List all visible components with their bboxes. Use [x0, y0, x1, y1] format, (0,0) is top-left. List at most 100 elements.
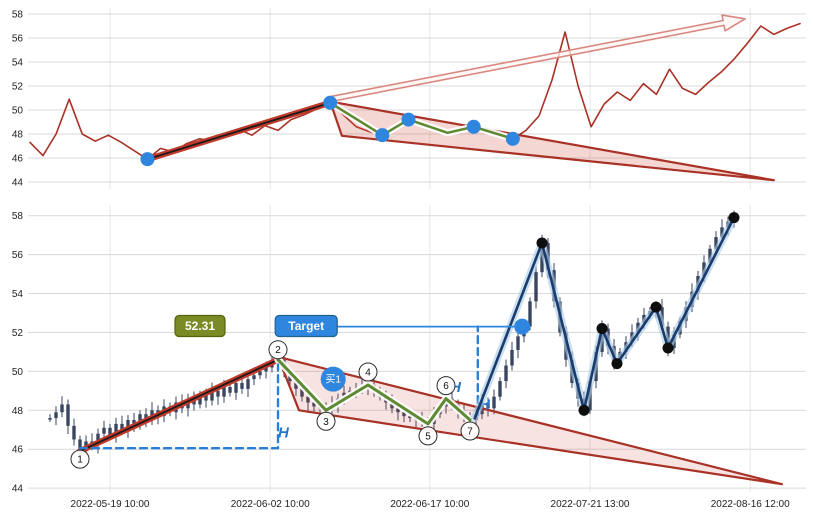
candle-body — [306, 396, 310, 403]
measure-value-box[interactable] — [174, 314, 226, 338]
swing-dot[interactable] — [662, 342, 674, 354]
swing-line — [473, 216, 736, 420]
candle-body — [54, 412, 58, 419]
y-tick-label: 52 — [12, 328, 24, 339]
y-tick-label: 46 — [12, 445, 24, 456]
y-tick-label: 44 — [12, 177, 24, 188]
candle-body — [492, 396, 496, 409]
candle-body — [246, 379, 250, 389]
candle-body — [396, 408, 400, 413]
pivot-dot[interactable] — [466, 119, 481, 134]
candle-body — [534, 272, 538, 302]
swing-dot[interactable] — [650, 301, 662, 313]
candle-body — [78, 439, 82, 452]
y-tick-label: 46 — [12, 153, 24, 164]
candle-body — [312, 402, 316, 407]
measure-value-text: 52.31 — [185, 319, 215, 333]
swing-dot[interactable] — [728, 212, 740, 224]
pivot-dot[interactable] — [140, 152, 155, 167]
candle-body — [72, 425, 76, 440]
target-label-box[interactable] — [274, 314, 338, 338]
pivot-dot[interactable] — [323, 95, 338, 110]
y-tick-label: 48 — [12, 129, 24, 140]
swing-dot[interactable] — [578, 404, 590, 416]
candle-body — [96, 433, 100, 446]
candle-body — [204, 394, 208, 401]
numbered-pivot-text: 1 — [77, 455, 83, 466]
numbered-pivot-7[interactable] — [460, 421, 480, 441]
candle-body — [402, 412, 406, 417]
candle-body — [498, 381, 502, 397]
candle-body — [408, 416, 412, 419]
buy-marker[interactable] — [320, 366, 346, 392]
wedge-pattern — [276, 355, 784, 486]
x-tick-label: 2022-07-21 13:00 — [551, 499, 630, 510]
numbered-pivot-2[interactable] — [268, 340, 288, 360]
x-tick-label: 2022-06-02 10:00 — [231, 499, 310, 510]
y-tick-label: 58 — [12, 211, 24, 222]
target-dot[interactable] — [514, 318, 531, 335]
height-dashed-line — [78, 363, 280, 450]
y-tick-label: 58 — [12, 9, 24, 20]
numbered-pivot-5[interactable] — [418, 426, 438, 446]
x-tick-label: 2022-08-16 12:00 — [711, 499, 790, 510]
candle-body — [66, 404, 70, 426]
overview-panel[interactable]: 58 56 54 52 50 48 46 44 — [12, 8, 806, 190]
candle-body — [300, 388, 304, 397]
candle-body — [510, 349, 514, 366]
y-tick-label: 50 — [12, 105, 24, 116]
candle-body — [240, 383, 244, 389]
candle-body — [144, 414, 148, 421]
pivot-dot[interactable] — [401, 112, 416, 127]
numbered-pivot-text: 7 — [467, 427, 473, 438]
swing-dot[interactable] — [611, 358, 623, 370]
candle-body — [504, 365, 508, 382]
candle-body — [714, 237, 718, 249]
candle-body — [528, 301, 532, 327]
target-label-text: Target — [288, 319, 324, 333]
swing-dot[interactable] — [536, 237, 548, 249]
candle-body — [222, 386, 226, 397]
candle-body — [228, 386, 232, 393]
candle-body — [120, 423, 124, 430]
candle-body — [294, 381, 298, 389]
y-tick-label: 54 — [12, 289, 24, 300]
candle-body — [516, 336, 520, 350]
numbered-pivot-1[interactable] — [70, 449, 90, 469]
numbered-pivot-text: 5 — [425, 431, 431, 442]
y-tick-label: 56 — [12, 33, 24, 44]
swing-dot[interactable] — [596, 323, 608, 335]
projection-arrow — [328, 14, 746, 103]
y-tick-label: 52 — [12, 81, 24, 92]
numbered-pivot-4[interactable] — [358, 362, 378, 382]
candle-body — [138, 414, 142, 426]
flagpole-core-line — [79, 358, 279, 453]
buy-marker-text: 买1 — [325, 374, 341, 386]
y-tick-label: 50 — [12, 367, 24, 378]
height-h-label: H — [278, 425, 290, 442]
x-tick-label: 2022-05-19 10:00 — [71, 499, 150, 510]
candle-body — [390, 402, 394, 409]
pivot-dot[interactable] — [505, 131, 520, 146]
candle-body — [114, 423, 118, 436]
numbered-pivot-3[interactable] — [316, 411, 336, 431]
candle-body — [252, 375, 256, 380]
numbered-pivot-text: 6 — [443, 381, 449, 392]
y-tick-label: 56 — [12, 250, 24, 261]
numbered-pivot-6[interactable] — [436, 376, 456, 396]
candle-body — [234, 383, 238, 393]
candle-body — [60, 404, 64, 413]
candle-body — [708, 248, 712, 263]
flagpole-core-line — [146, 101, 332, 161]
candle-body — [210, 390, 214, 401]
candle-body — [198, 394, 202, 405]
candle-body — [720, 227, 724, 238]
numbered-pivot-text: 2 — [275, 345, 281, 356]
y-tick-label: 48 — [12, 406, 24, 417]
flag-zigzag-line — [276, 358, 472, 426]
pivot-dot[interactable] — [375, 128, 390, 143]
wedge-pattern — [329, 100, 776, 182]
